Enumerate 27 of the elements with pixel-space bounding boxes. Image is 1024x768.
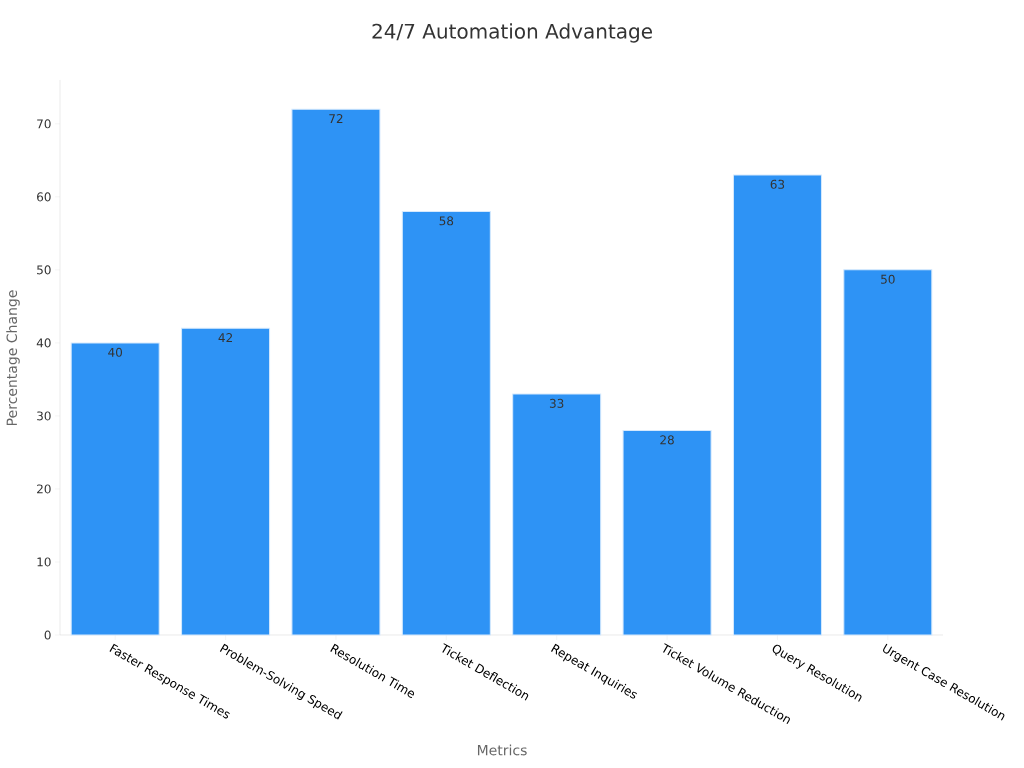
bar [291,108,381,636]
data-label: 33 [549,398,564,408]
y-tick-label: 30 [37,411,51,421]
bar [732,174,822,636]
y-axis-title: Percentage Change [6,290,20,426]
data-label: 28 [660,435,674,445]
y-tick-label: 50 [37,265,51,275]
bar [622,430,712,636]
bar [401,210,491,636]
bar [512,393,602,636]
chart-title: 24/7 Automation Advantage [372,23,652,43]
bar [181,327,271,636]
bar [70,342,160,636]
x-axis-title: Metrics [477,744,527,756]
data-label: 72 [329,114,343,123]
data-label: 42 [218,333,232,343]
y-tick-label: 40 [36,338,51,348]
y-tick-label: 60 [37,192,51,202]
y-tick-label: 0 [44,630,51,640]
bar [843,269,933,636]
data-label: 63 [770,179,785,189]
y-tick-label: 10 [37,557,51,567]
y-tick-label: 20 [37,484,51,494]
data-label: 40 [108,347,123,357]
data-label: 50 [881,274,895,284]
y-tick-label: 70 [37,119,51,129]
data-label: 58 [439,216,454,226]
